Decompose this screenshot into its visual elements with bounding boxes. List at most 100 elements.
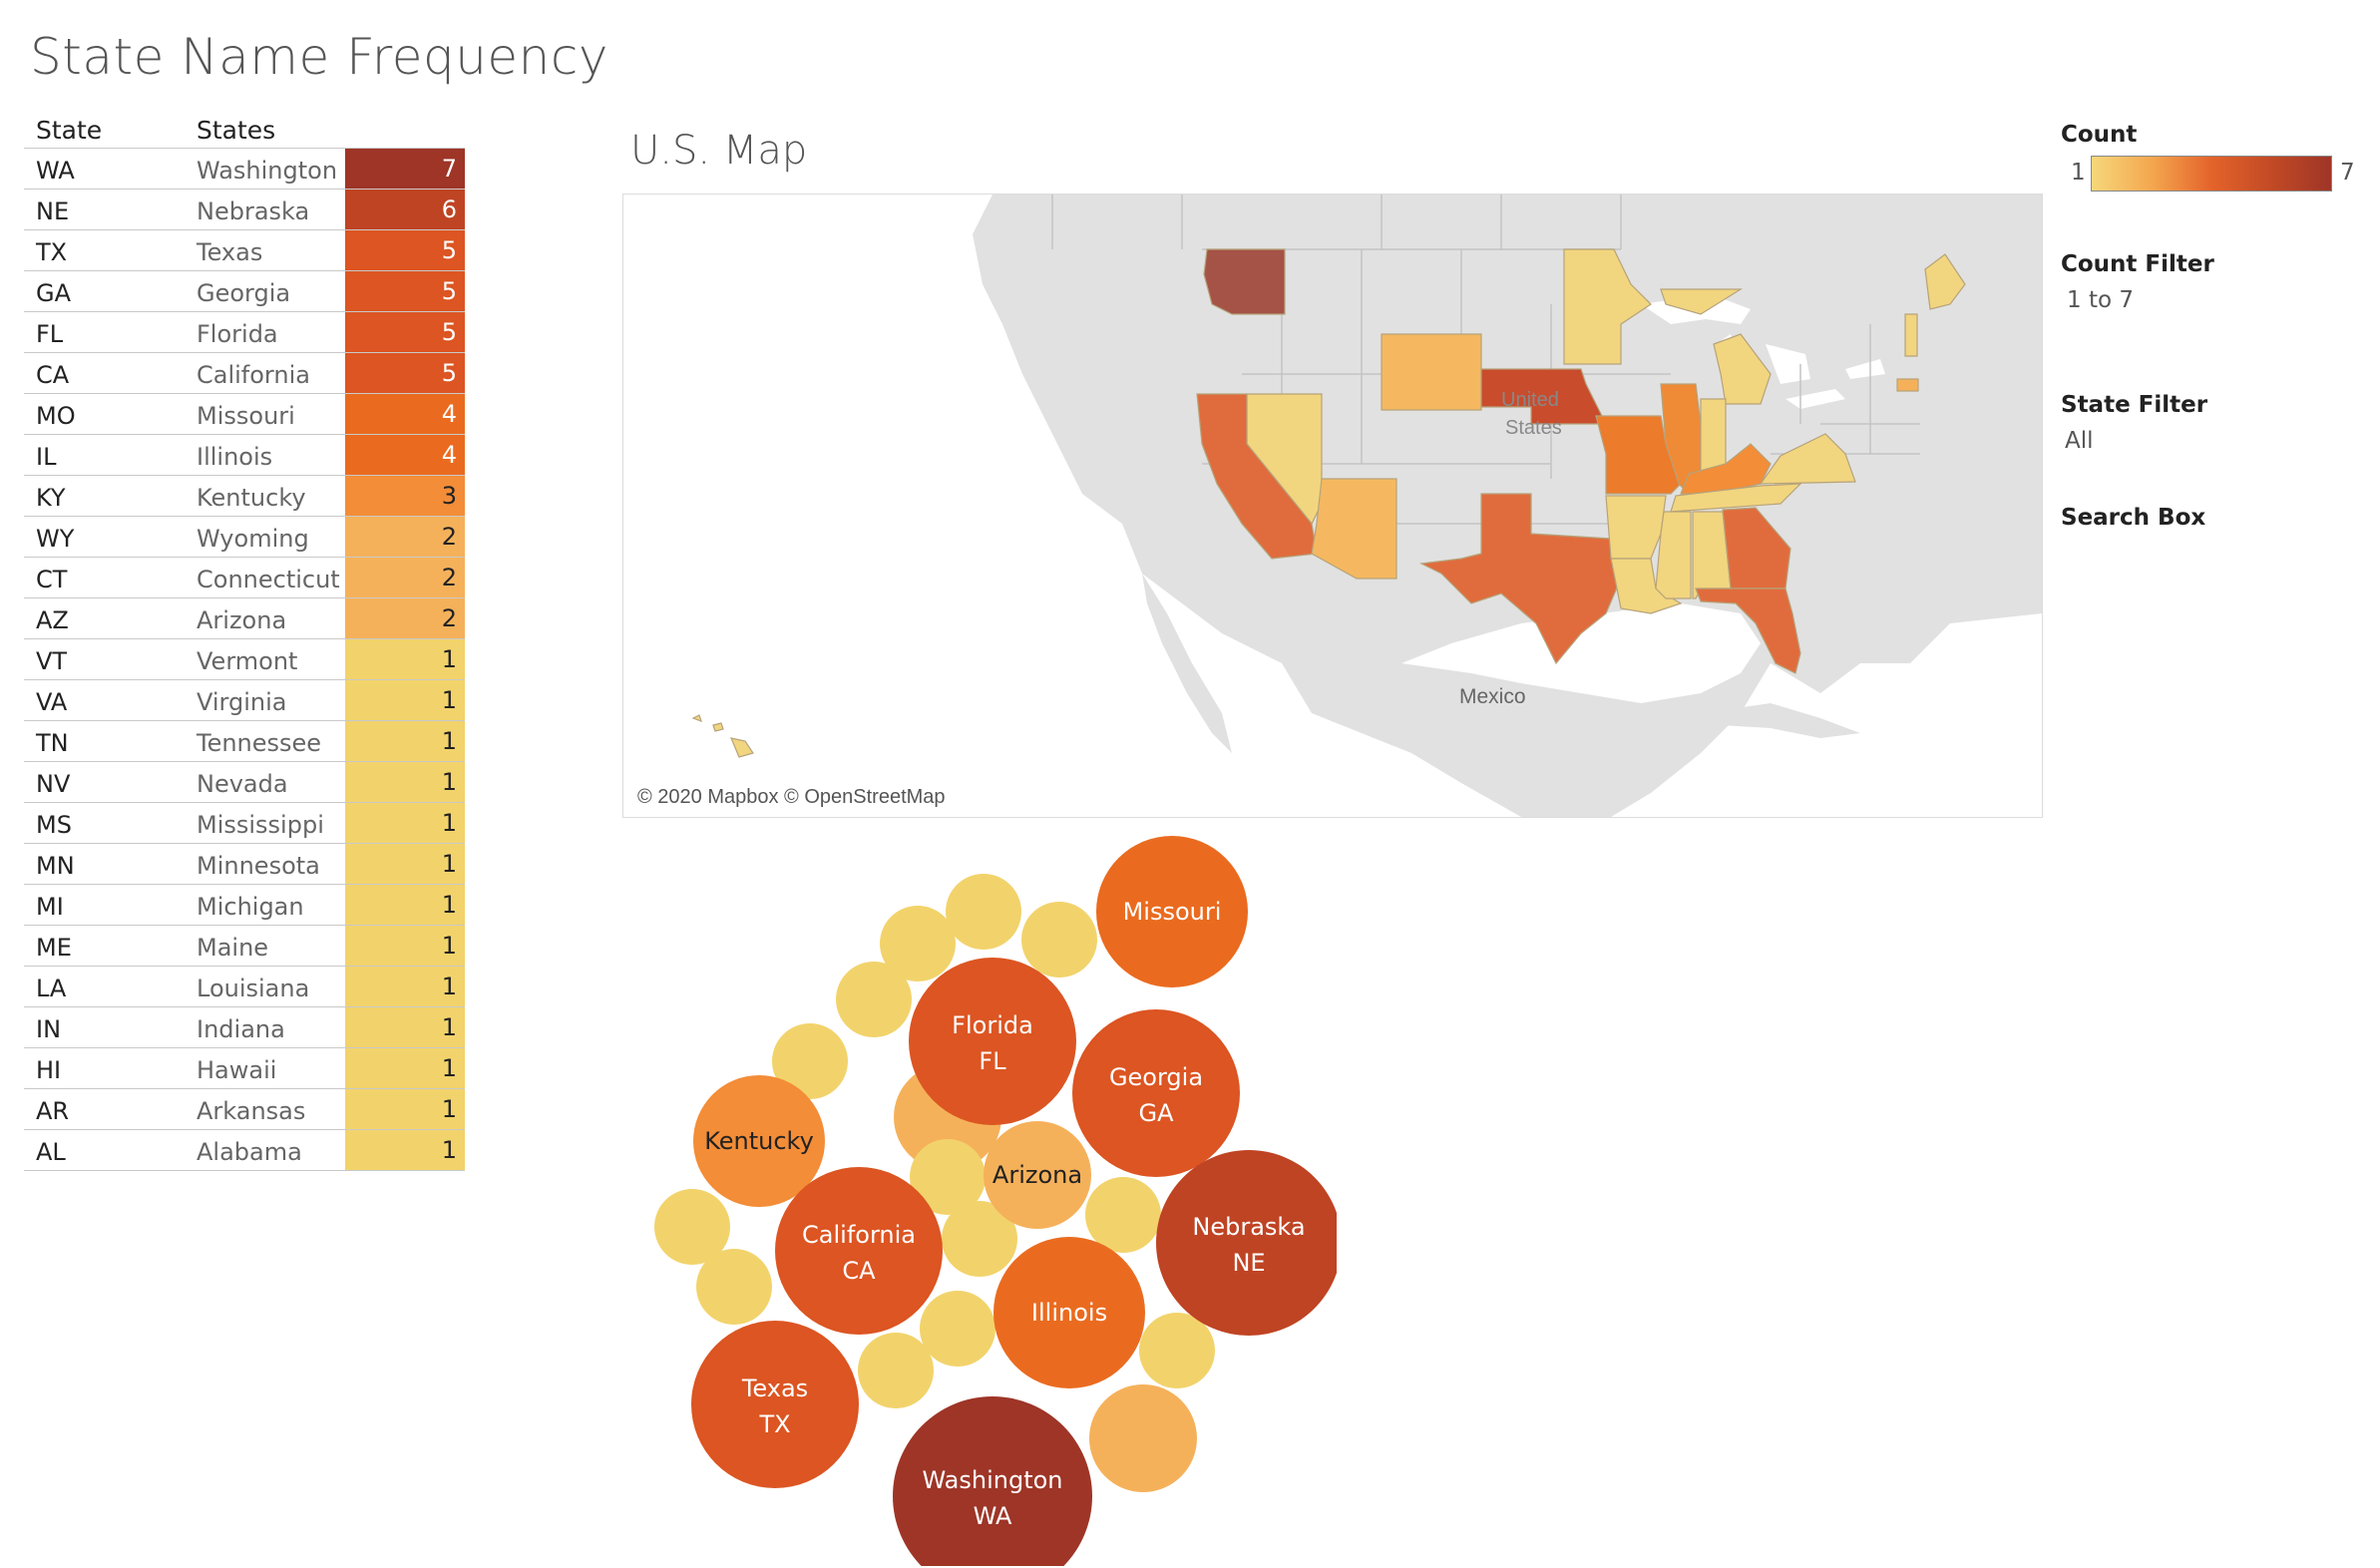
table-row[interactable]: ME Maine 1 (24, 925, 465, 966)
table-row[interactable]: TN Tennessee 1 (24, 720, 465, 761)
state-california (1196, 393, 1318, 560)
table-row[interactable]: VA Virginia 1 (24, 679, 465, 720)
map-title: U.S. Map (630, 128, 808, 174)
bubble-kentucky[interactable] (693, 1075, 825, 1207)
table-row[interactable]: IL Illinois 4 (24, 434, 465, 475)
table-row[interactable]: NV Nevada 1 (24, 761, 465, 802)
table-row[interactable]: WA Washington 7 (24, 148, 465, 189)
bubble-chart[interactable]: Missouri Florida FL Georgia GA Kentucky Arizon… (618, 828, 1337, 1566)
row-count-cell: 1 (345, 639, 465, 679)
row-state-name: Missouri (197, 402, 295, 430)
table-row[interactable]: AR Arkansas 1 (24, 1088, 465, 1129)
table-row[interactable]: VT Vermont 1 (24, 638, 465, 679)
bubble-unlabeled[interactable] (910, 1139, 986, 1215)
row-state-name: Nebraska (197, 197, 310, 225)
bubble-washington[interactable] (893, 1396, 1092, 1566)
map-canvas[interactable]: United States Mexico (623, 195, 2042, 817)
dashboard-title: State Name Frequency (30, 28, 608, 86)
row-abbr: AL (36, 1138, 66, 1166)
table-row[interactable]: KY Kentucky 3 (24, 475, 465, 516)
table-row[interactable]: MO Missouri 4 (24, 393, 465, 434)
bubble-arizona[interactable] (984, 1121, 1091, 1229)
row-abbr: VA (36, 688, 68, 716)
table-row[interactable]: HI Hawaii 1 (24, 1047, 465, 1088)
row-state-name: Louisiana (197, 975, 310, 1002)
table-row[interactable]: TX Texas 5 (24, 229, 465, 270)
state-georgia (1722, 507, 1791, 589)
row-state-name: Arizona (197, 606, 287, 634)
row-abbr: IN (36, 1015, 62, 1043)
table-row[interactable]: AZ Arizona 2 (24, 597, 465, 638)
header-states[interactable]: States (197, 116, 276, 145)
bubble-texas[interactable] (691, 1321, 859, 1488)
bubble-unlabeled[interactable] (942, 1201, 1017, 1277)
state-texas (1418, 493, 1622, 665)
table-row[interactable]: CT Connecticut 2 (24, 557, 465, 597)
bubble-illinois[interactable] (993, 1237, 1145, 1388)
state-nebraska (1480, 368, 1607, 425)
bubble-unlabeled[interactable] (696, 1249, 772, 1325)
bubble-california[interactable] (775, 1167, 943, 1335)
state-filter-value[interactable]: All (2065, 428, 2094, 454)
row-count-cell: 6 (345, 190, 465, 229)
row-abbr: HI (36, 1056, 62, 1084)
baja-peninsula (1142, 574, 1232, 753)
bubble-nebraska[interactable] (1156, 1150, 1337, 1336)
state-michigan (1660, 288, 1772, 405)
row-abbr: IL (36, 443, 57, 471)
label-states: States (1505, 417, 1562, 439)
row-count-cell: 1 (345, 1048, 465, 1088)
count-filter-label: Count Filter (2061, 251, 2214, 277)
row-abbr: AR (36, 1097, 70, 1125)
bubble-unlabeled[interactable] (654, 1189, 730, 1265)
bubble-unlabeled[interactable] (946, 874, 1021, 950)
row-abbr: AZ (36, 606, 69, 634)
row-state-name: Washington (197, 157, 338, 185)
bubble-label: Washington (922, 1466, 1062, 1494)
row-count-cell: 1 (345, 967, 465, 1006)
table-row[interactable]: LA Louisiana 1 (24, 966, 465, 1006)
bubble-unlabeled[interactable] (772, 1023, 848, 1099)
header-state[interactable]: State (36, 116, 103, 145)
row-abbr: GA (36, 279, 72, 307)
colored-states (691, 248, 1966, 758)
table-row[interactable]: NE Nebraska 6 (24, 189, 465, 229)
bubble-florida[interactable] (909, 958, 1076, 1125)
bubble-unlabeled[interactable] (836, 962, 912, 1037)
bubble-abbr: GA (1138, 1099, 1174, 1127)
table-row[interactable]: CA California 5 (24, 352, 465, 393)
row-abbr: TX (36, 238, 68, 266)
bubble-unlabeled[interactable] (1085, 1177, 1161, 1253)
map-credit[interactable]: © 2020 Mapbox © OpenStreetMap (637, 786, 946, 808)
us-map[interactable]: United States Mexico © 2020 Mapbox © Ope… (622, 194, 2043, 818)
table-row[interactable]: FL Florida 5 (24, 311, 465, 352)
bubble-unlabeled[interactable] (858, 1333, 934, 1408)
bubble-unlabeled[interactable] (1021, 902, 1097, 978)
table-row[interactable]: MS Mississippi 1 (24, 802, 465, 843)
bubble-georgia[interactable] (1072, 1009, 1240, 1177)
bubble-unlabeled[interactable] (1089, 1384, 1197, 1492)
great-lakes (1641, 294, 1885, 409)
state-hawaii (691, 714, 754, 758)
table-row[interactable]: MI Michigan 1 (24, 884, 465, 925)
row-state-name: Nevada (197, 770, 288, 798)
bubble-abbr: NE (1232, 1249, 1265, 1277)
row-state-name: Texas (197, 238, 263, 266)
row-state-name: Alabama (197, 1138, 302, 1166)
search-box-label[interactable]: Search Box (2061, 505, 2206, 531)
table-row[interactable]: WY Wyoming 2 (24, 516, 465, 557)
bubble-unlabeled[interactable] (880, 906, 956, 981)
row-abbr: KY (36, 484, 66, 512)
table-row[interactable]: GA Georgia 5 (24, 270, 465, 311)
row-count-cell: 4 (345, 435, 465, 475)
table-row[interactable]: AL Alabama 1 (24, 1129, 465, 1171)
row-state-name: Florida (197, 320, 278, 348)
row-state-name: California (197, 361, 310, 389)
row-state-name: Arkansas (197, 1097, 306, 1125)
table-row[interactable]: MN Minnesota 1 (24, 843, 465, 884)
bubble-unlabeled[interactable] (920, 1291, 995, 1367)
bubble-unlabeled[interactable] (1139, 1313, 1215, 1388)
table-row[interactable]: IN Indiana 1 (24, 1006, 465, 1047)
count-filter-value[interactable]: 1 to 7 (2067, 287, 2134, 313)
bubble-missouri[interactable] (1096, 836, 1248, 987)
